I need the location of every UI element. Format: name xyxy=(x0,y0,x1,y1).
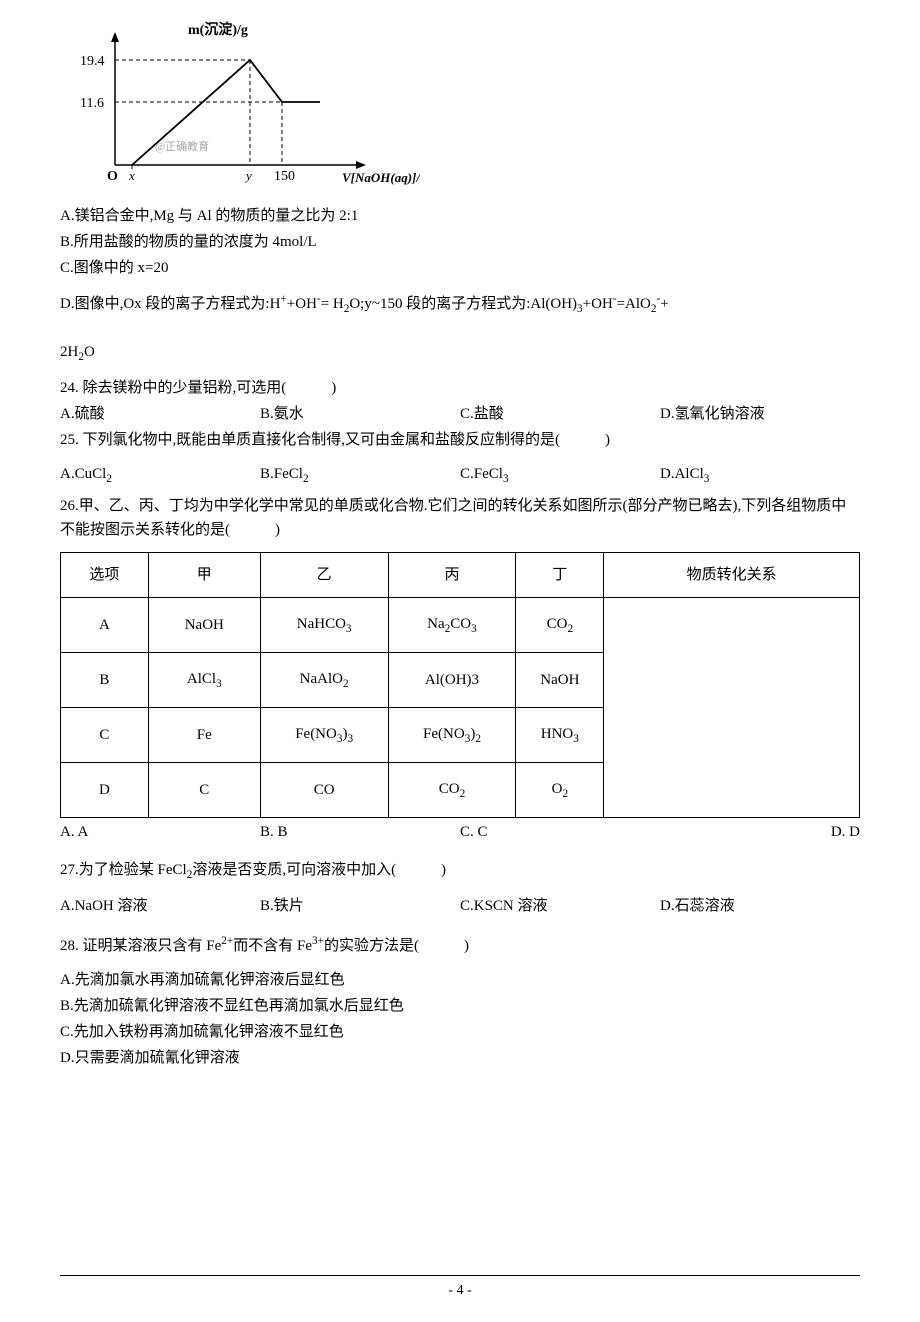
x-tick-x: x xyxy=(128,168,135,183)
cell-d-opt: D xyxy=(61,763,149,818)
q27-options: A.NaOH 溶液 B.铁片 C.KSCN 溶液 D.石蕊溶液 xyxy=(60,894,860,918)
q24-opt-b: B.氨水 xyxy=(260,402,460,426)
cell-a-1: NaOH xyxy=(148,598,260,653)
cell-b-1: AlCl3 xyxy=(148,653,260,708)
q26-foot-a: A. A xyxy=(60,820,260,844)
q25-stem: 25. 下列氯化物中,既能由单质直接化合制得,又可由金属和盐酸反应制得的是( ) xyxy=(60,428,860,452)
cell-c-2: Fe(NO3)3 xyxy=(260,708,388,763)
th-yi: 乙 xyxy=(260,553,388,598)
q23-opt-a: A.镁铝合金中,Mg 与 Al 的物质的量之比为 2:1 xyxy=(60,204,860,228)
q24-options: A.硫酸 B.氨水 C.盐酸 D.氢氧化钠溶液 xyxy=(60,402,860,426)
x-axis-label: V[NaOH(aq)]/mL xyxy=(342,170,420,185)
cell-relation xyxy=(604,598,860,818)
q27-opt-d: D.石蕊溶液 xyxy=(660,894,860,918)
q26-table: 选项 甲 乙 丙 丁 物质转化关系 A NaOH NaHCO3 Na2CO3 C… xyxy=(60,552,860,818)
cell-a-4: CO2 xyxy=(516,598,604,653)
q23-opt-d-line2: 2H2O xyxy=(60,340,860,366)
q27-stem: 27.为了检验某 FeCl2溶液是否变质,可向溶液中加入( ) xyxy=(60,858,860,884)
q27-opt-a: A.NaOH 溶液 xyxy=(60,894,260,918)
q25-opt-c: C.FeCl3 xyxy=(460,462,660,488)
q24-stem: 24. 除去镁粉中的少量铝粉,可选用( ) xyxy=(60,376,860,400)
precipitate-graph: m(沉淀)/g V[NaOH(aq)]/mL 19.4 11.6 O x y 1… xyxy=(60,20,420,190)
q26-foot-b: B. B xyxy=(260,820,460,844)
q28-stem: 28. 证明某溶液只含有 Fe2+而不含有 Fe3+的实验方法是( ) xyxy=(60,932,860,958)
cell-c-opt: C xyxy=(61,708,149,763)
table-row: A NaOH NaHCO3 Na2CO3 CO2 xyxy=(61,598,860,653)
q26-foot-options: A. A B. B C. C D. D xyxy=(60,820,860,844)
graph-figure: m(沉淀)/g V[NaOH(aq)]/mL 19.4 11.6 O x y 1… xyxy=(60,20,860,198)
cell-d-2: CO xyxy=(260,763,388,818)
q25-opt-d: D.AlCl3 xyxy=(660,462,860,488)
q23-opt-c: C.图像中的 x=20 xyxy=(60,256,860,280)
cell-a-opt: A xyxy=(61,598,149,653)
cell-b-3: Al(OH)3 xyxy=(388,653,516,708)
q24-opt-d: D.氢氧化钠溶液 xyxy=(660,402,860,426)
q23-opt-b: B.所用盐酸的物质的量的浓度为 4mol/L xyxy=(60,230,860,254)
q26-stem: 26.甲、乙、丙、丁均为中学化学中常见的单质或化合物.它们之间的转化关系如图所示… xyxy=(60,494,860,542)
cell-d-4: O2 xyxy=(516,763,604,818)
cell-c-4: HNO3 xyxy=(516,708,604,763)
q24-opt-a: A.硫酸 xyxy=(60,402,260,426)
cell-b-4: NaOH xyxy=(516,653,604,708)
th-relation: 物质转化关系 xyxy=(604,553,860,598)
q26-foot-d: D. D xyxy=(660,820,860,844)
cell-a-2: NaHCO3 xyxy=(260,598,388,653)
watermark-text: @正确教育 xyxy=(155,139,209,153)
q28-opt-d: D.只需要滴加硫氰化钾溶液 xyxy=(60,1046,860,1070)
th-jia: 甲 xyxy=(148,553,260,598)
cell-b-2: NaAlO2 xyxy=(260,653,388,708)
cell-c-1: Fe xyxy=(148,708,260,763)
page-footer: - 4 - xyxy=(60,1275,860,1302)
cell-b-opt: B xyxy=(61,653,149,708)
q27-opt-c: C.KSCN 溶液 xyxy=(460,894,660,918)
y-axis-label: m(沉淀)/g xyxy=(188,21,248,38)
x-tick-150: 150 xyxy=(274,169,295,184)
q23-opt-d-line1: D.图像中,Ox 段的离子方程式为:H++OH-= H2O;y~150 段的离子… xyxy=(60,290,860,318)
cell-d-3: CO2 xyxy=(388,763,516,818)
q28-opt-a: A.先滴加氯水再滴加硫氰化钾溶液后显红色 xyxy=(60,968,860,992)
cell-c-3: Fe(NO3)2 xyxy=(388,708,516,763)
q25-opt-a: A.CuCl2 xyxy=(60,462,260,488)
q26-foot-c: C. C xyxy=(460,820,660,844)
q28-opt-c: C.先加入铁粉再滴加硫氰化钾溶液不显红色 xyxy=(60,1020,860,1044)
table-header-row: 选项 甲 乙 丙 丁 物质转化关系 xyxy=(61,553,860,598)
origin-label: O xyxy=(107,169,118,184)
y-tick-max: 19.4 xyxy=(80,54,105,69)
q28-opt-b: B.先滴加硫氰化钾溶液不显红色再滴加氯水后显红色 xyxy=(60,994,860,1018)
th-ding: 丁 xyxy=(516,553,604,598)
q24-opt-c: C.盐酸 xyxy=(460,402,660,426)
q27-opt-b: B.铁片 xyxy=(260,894,460,918)
th-option: 选项 xyxy=(61,553,149,598)
th-bing: 丙 xyxy=(388,553,516,598)
q25-options: A.CuCl2 B.FeCl2 C.FeCl3 D.AlCl3 xyxy=(60,462,860,488)
cell-d-1: C xyxy=(148,763,260,818)
x-tick-y: y xyxy=(244,168,252,183)
page-container: m(沉淀)/g V[NaOH(aq)]/mL 19.4 11.6 O x y 1… xyxy=(0,0,920,1322)
cell-a-3: Na2CO3 xyxy=(388,598,516,653)
q25-opt-b: B.FeCl2 xyxy=(260,462,460,488)
y-tick-mid: 11.6 xyxy=(80,96,104,111)
